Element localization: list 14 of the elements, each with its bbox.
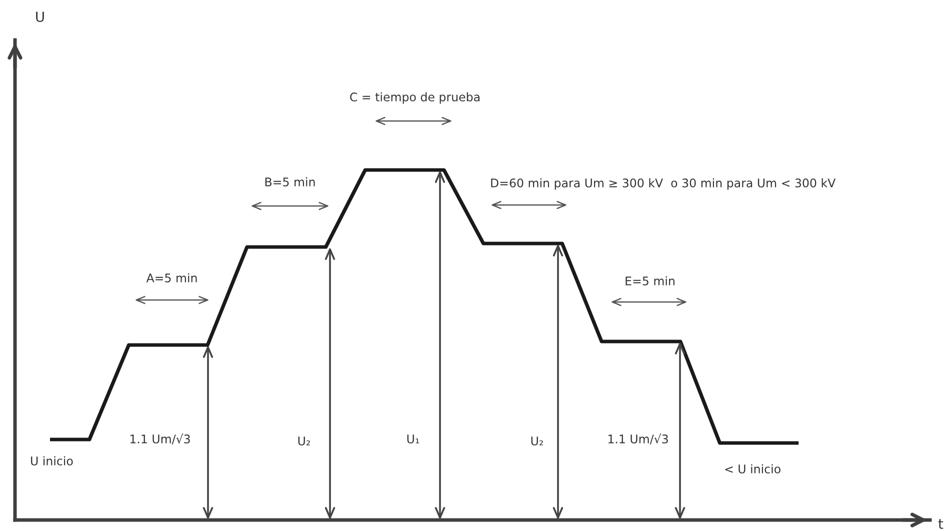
annotation: U inicio xyxy=(31,456,73,466)
annotation: B=5 min xyxy=(265,177,315,186)
text: t xyxy=(938,519,944,529)
annotation: 1.1 Um/√3 xyxy=(608,434,668,444)
annotation: A=5 min xyxy=(146,273,197,282)
annotation: D=60 min para Um ≥ 300 kV o 30 min para Um < 300 kV xyxy=(491,178,836,190)
annotation: U₂ xyxy=(298,436,310,446)
annotation: < U inicio xyxy=(725,464,780,474)
annotation: U₁ xyxy=(407,434,420,444)
text: C = tiempo de prueba xyxy=(350,92,480,104)
annotation: 1.1 Um/√3 xyxy=(130,434,190,444)
annotation: U₂ xyxy=(531,436,543,446)
text: U xyxy=(36,12,44,22)
annotation: E=5 min xyxy=(626,276,674,286)
